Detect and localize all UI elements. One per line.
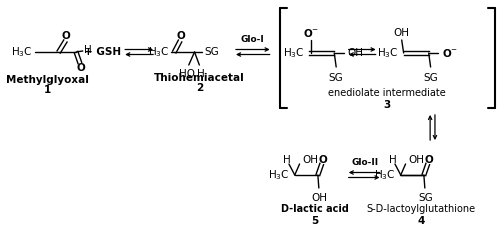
Text: 3: 3	[384, 100, 391, 110]
Text: Thiohemiacetal: Thiohemiacetal	[154, 73, 244, 83]
Text: 1: 1	[44, 85, 51, 95]
Text: OH: OH	[348, 48, 364, 58]
Text: O: O	[424, 155, 433, 165]
Text: H: H	[389, 155, 397, 165]
Text: SG: SG	[329, 73, 344, 83]
Text: O$^{-}$: O$^{-}$	[442, 47, 458, 59]
Text: D-lactic acid: D-lactic acid	[281, 204, 349, 214]
Text: OH: OH	[302, 155, 318, 165]
Text: O: O	[62, 31, 70, 41]
Text: O: O	[176, 31, 186, 41]
Text: H$_3$C: H$_3$C	[377, 46, 399, 60]
Text: + GSH: + GSH	[84, 47, 122, 57]
Text: Methylglyoxal: Methylglyoxal	[6, 75, 88, 85]
Text: SG: SG	[418, 193, 433, 203]
Text: Glo-I: Glo-I	[240, 35, 264, 44]
Text: S-D-lactoylglutathione: S-D-lactoylglutathione	[366, 204, 476, 214]
Text: O$^{-}$: O$^{-}$	[303, 27, 319, 39]
Text: H$_3$C: H$_3$C	[11, 45, 32, 59]
Text: H: H	[283, 155, 291, 165]
Text: O: O	[76, 63, 85, 73]
Text: OH: OH	[394, 28, 409, 38]
Text: enediolate intermediate: enediolate intermediate	[328, 88, 446, 98]
Text: SG: SG	[423, 73, 438, 83]
Text: Glo-II: Glo-II	[352, 158, 378, 167]
Text: 5: 5	[312, 216, 318, 226]
Text: 4: 4	[418, 216, 424, 226]
Text: H$_3$C: H$_3$C	[283, 46, 304, 60]
Text: H: H	[84, 45, 92, 55]
Text: H$_3$C: H$_3$C	[268, 168, 290, 182]
Text: OH: OH	[408, 155, 424, 165]
Text: 2: 2	[196, 83, 203, 93]
Text: HO: HO	[179, 69, 195, 79]
Text: H: H	[198, 69, 205, 79]
Text: H$_3$C: H$_3$C	[148, 45, 170, 59]
Text: OH: OH	[312, 193, 328, 203]
Text: O: O	[318, 155, 327, 165]
Text: H$_3$C: H$_3$C	[374, 168, 396, 182]
Text: SG: SG	[204, 47, 219, 57]
